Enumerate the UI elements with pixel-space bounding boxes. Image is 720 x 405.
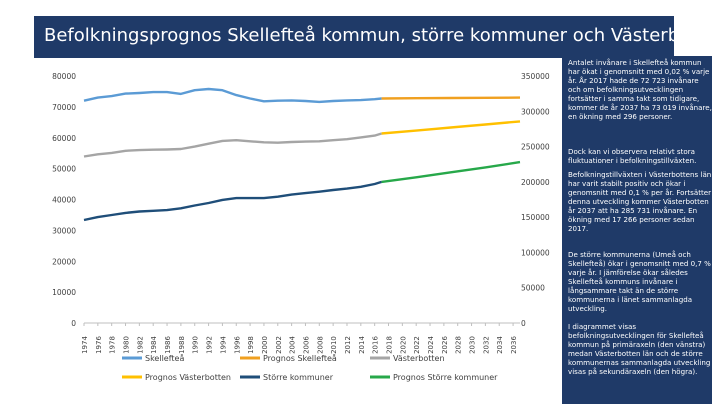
- y-left-tick-label: 10000: [52, 288, 76, 297]
- x-tick-label: 1980: [123, 336, 131, 354]
- x-tick-label: 1986: [164, 336, 172, 354]
- series-line-0: [83, 87, 382, 104]
- title-bar: Befolkningsprognos Skellefteå kommun, st…: [34, 16, 720, 58]
- side-panel: Antalet invånare i Skellefteå kommun har…: [562, 56, 712, 404]
- x-tick-label: 2028: [455, 336, 463, 354]
- series-line-3: [381, 120, 521, 135]
- y-left-tick-label: 20000: [52, 257, 76, 266]
- y-left-tick-label: 70000: [52, 103, 76, 112]
- x-tick-label: 2022: [413, 336, 421, 354]
- y-left-tick-label: 40000: [52, 196, 76, 205]
- legend-label: Västerbotten: [393, 354, 445, 363]
- x-tick-label: 2026: [441, 336, 449, 354]
- x-tick-label: 1974: [81, 336, 89, 354]
- x-tick-label: 2006: [302, 336, 310, 354]
- y-right-tick-label: 200000: [521, 178, 550, 187]
- y-left-tick-label: 30000: [52, 226, 76, 235]
- y-right-tick-label: 100000: [521, 248, 550, 257]
- legend-label: Prognos Skellefteå: [263, 353, 337, 363]
- legend-label: Prognos Västerbotten: [145, 373, 231, 382]
- x-tick-label: 2004: [289, 336, 297, 354]
- series-line-1: [381, 96, 521, 100]
- x-tick-label: 2020: [399, 336, 407, 354]
- info-paragraph-larger-municipalities: De större kommunerna (Umeå och Skellefte…: [568, 250, 711, 313]
- y-right-tick-label: 300000: [521, 107, 550, 116]
- x-tick-label: 1992: [206, 336, 214, 354]
- y-right-tick-label: 350000: [521, 72, 550, 81]
- x-tick-label: 1998: [247, 336, 255, 354]
- x-tick-label: 1982: [136, 336, 144, 354]
- x-tick-label: 2014: [358, 336, 366, 354]
- legend-label: Skellefteå: [145, 353, 184, 363]
- legend-label: Prognos Större kommuner: [393, 373, 498, 382]
- info-paragraph-vasterbotten: Befolkningstillväxten i Västerbottens lä…: [568, 170, 712, 233]
- x-tick-label: 2018: [386, 336, 394, 354]
- y-left-tick-label: 80000: [52, 72, 76, 81]
- x-tick-label: 1978: [109, 336, 117, 354]
- x-tick-label: 2016: [372, 336, 380, 354]
- x-tick-label: 1984: [150, 336, 158, 354]
- population-chart: 0100002000030000400005000060000700008000…: [52, 72, 550, 382]
- x-tick-label: 1988: [178, 336, 186, 354]
- x-tick-label: 1976: [95, 336, 103, 354]
- page-title: Befolkningsprognos Skellefteå kommun, st…: [44, 25, 720, 46]
- series-line-4: [83, 180, 382, 222]
- legend-label: Större kommuner: [263, 373, 334, 382]
- x-tick-label: 2030: [469, 336, 477, 354]
- x-tick-label: 2024: [427, 336, 435, 354]
- y-right-tick-label: 150000: [521, 213, 550, 222]
- series-line-5: [381, 160, 521, 184]
- y-left-tick-label: 0: [71, 319, 76, 328]
- x-tick-label: 2032: [482, 336, 490, 354]
- y-left-tick-label: 50000: [52, 165, 76, 174]
- x-tick-label: 1996: [233, 336, 241, 354]
- info-paragraph-diagram-note: I diagrammet visas befolkningsutveckling…: [568, 322, 711, 376]
- info-paragraph-skelleftea: Antalet invånare i Skellefteå kommun har…: [568, 58, 712, 121]
- x-tick-label: 2010: [330, 336, 338, 354]
- y-right-tick-label: 50000: [521, 284, 545, 293]
- x-tick-label: 2034: [496, 336, 504, 354]
- y-left-tick-label: 60000: [52, 134, 76, 143]
- x-tick-label: 2002: [275, 336, 283, 354]
- x-tick-label: 2036: [510, 336, 518, 354]
- y-right-tick-label: 250000: [521, 143, 550, 152]
- x-tick-label: 1990: [192, 336, 200, 354]
- x-tick-label: 2008: [316, 336, 324, 354]
- info-paragraph-fluctuations: Dock kan vi observera relativt stora flu…: [568, 147, 697, 165]
- x-tick-label: 2000: [261, 336, 269, 354]
- series-line-2: [83, 132, 382, 158]
- y-right-tick-label: 0: [521, 319, 526, 328]
- x-tick-label: 1994: [219, 336, 227, 354]
- x-tick-label: 2012: [344, 336, 352, 354]
